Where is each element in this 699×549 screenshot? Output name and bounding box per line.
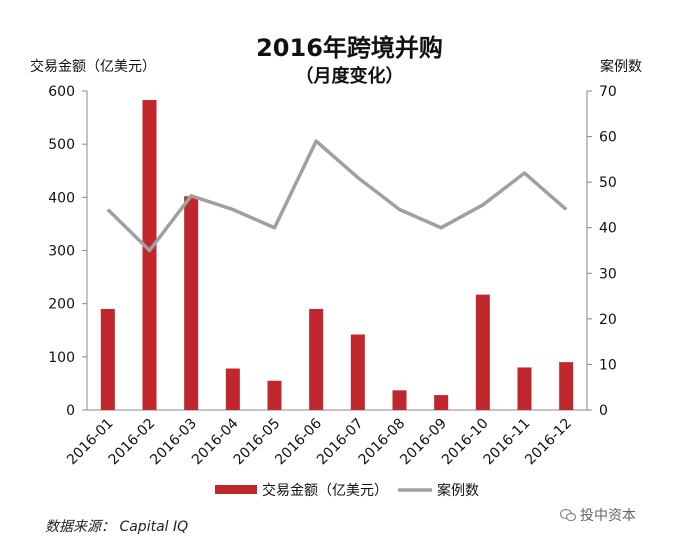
watermark-text: 投中资本 — [580, 508, 636, 524]
bar-2016-07 — [350, 334, 365, 410]
bar-2016-06 — [309, 308, 324, 410]
bar-2016-01 — [100, 308, 115, 410]
left-tick-label: 100 — [48, 350, 75, 366]
bar-2016-05 — [267, 380, 282, 410]
bar-2016-11 — [517, 367, 532, 410]
right-tick-label: 30 — [599, 266, 617, 282]
left-tick-label: 500 — [48, 137, 75, 153]
left-tick-label: 300 — [48, 244, 75, 260]
bar-2016-03 — [184, 196, 199, 410]
right-tick-label: 40 — [599, 221, 617, 237]
right-tick-label: 50 — [599, 175, 617, 191]
chart-title: 2016年跨境并购 — [256, 34, 443, 62]
right-tick-label: 60 — [599, 130, 617, 146]
legend-bar-label: 交易金额（亿美元） — [262, 482, 388, 499]
right-tick-label: 10 — [599, 357, 617, 373]
legend-bar-swatch — [215, 485, 257, 494]
source-note: 数据来源： Capital IQ — [45, 519, 189, 535]
right-tick-label: 0 — [599, 403, 608, 419]
left-tick-label: 400 — [48, 190, 75, 206]
watermark: 投中资本 — [560, 505, 636, 525]
right-tick-label: 70 — [599, 84, 617, 100]
wechat-icon — [560, 508, 576, 522]
left-tick-label: 200 — [48, 297, 75, 313]
right-axis-title: 案例数 — [600, 59, 642, 75]
bar-2016-09 — [434, 395, 449, 410]
case-count-line — [106, 139, 568, 253]
legend-line-label: 案例数 — [437, 482, 479, 499]
left-axis-title: 交易金额（亿美元） — [30, 59, 156, 75]
bar-2016-04 — [225, 368, 240, 410]
left-tick-label: 0 — [66, 403, 75, 419]
right-tick-label: 20 — [599, 312, 617, 328]
x-tick-label: 2016-12 — [522, 416, 575, 469]
chart-subtitle: （月度变化） — [295, 66, 404, 87]
bar-2016-08 — [392, 390, 407, 410]
bar-2016-10 — [475, 294, 490, 410]
bar-2016-12 — [559, 362, 574, 410]
bar-2016-02 — [142, 100, 157, 410]
left-tick-label: 600 — [48, 84, 75, 100]
